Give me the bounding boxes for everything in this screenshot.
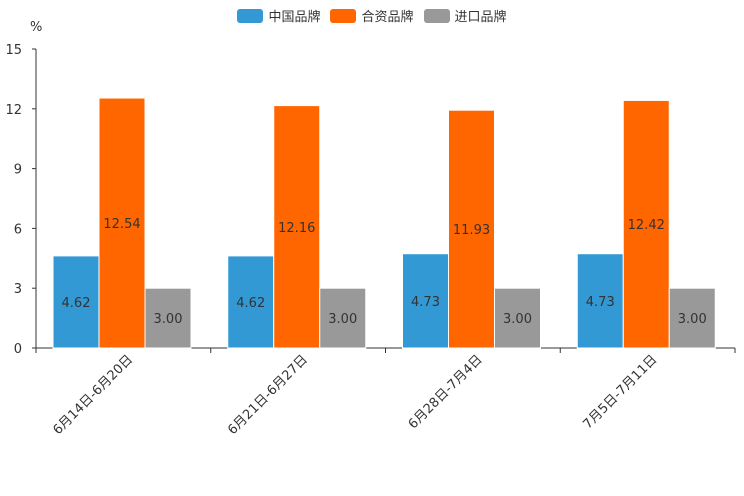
data-label: 11.93 <box>453 223 490 238</box>
y-axis-unit: % <box>30 20 43 35</box>
x-tick-label: 6月14日-6月20日 <box>50 352 136 438</box>
y-tick-label: 0 <box>14 342 22 357</box>
bar <box>144 287 192 349</box>
x-tick-label: 7月5日-7月11日 <box>581 352 661 432</box>
legend-item-china-brand[interactable]: 中国品牌 <box>237 6 320 25</box>
bar <box>227 255 275 349</box>
legend-label-china-brand: 中国品牌 <box>268 10 321 25</box>
legend-item-joint-venture-brand[interactable]: 合资品牌 <box>330 6 414 25</box>
y-tick-label: 9 <box>14 163 22 178</box>
data-label: 3.00 <box>154 312 183 327</box>
legend-swatch-joint-venture-brand <box>330 8 357 23</box>
bar <box>622 99 670 349</box>
x-tick-label: 6月28日-7月4日 <box>406 352 486 432</box>
data-label: 3.00 <box>503 312 532 327</box>
bar <box>576 253 624 349</box>
bar <box>52 255 100 349</box>
data-label: 3.00 <box>328 312 357 327</box>
data-label: 4.73 <box>586 295 615 310</box>
bar <box>98 97 146 349</box>
data-label: 4.73 <box>411 295 440 310</box>
y-tick-label: 12 <box>5 103 22 118</box>
x-tick-label: 6月21日-6月27日 <box>225 352 311 438</box>
legend-swatch-import-brand <box>423 8 450 23</box>
bar <box>319 287 367 349</box>
data-label: 12.54 <box>103 217 140 232</box>
y-tick-label: 6 <box>14 222 22 237</box>
bar <box>273 105 321 349</box>
legend-swatch-china-brand <box>237 8 264 23</box>
data-label: 12.42 <box>628 218 665 233</box>
data-label: 12.16 <box>278 221 315 236</box>
bar <box>402 253 449 349</box>
legend-label-import-brand: 进口品牌 <box>454 10 507 25</box>
y-tick-label: 15 <box>5 43 22 58</box>
bar <box>668 287 716 349</box>
bar <box>448 109 495 349</box>
y-tick-label: 3 <box>14 282 22 297</box>
data-label: 4.62 <box>62 296 91 311</box>
data-label: 3.00 <box>678 312 707 327</box>
bar <box>494 287 541 349</box>
legend: 中国品牌 合资品牌 进口品牌 <box>0 6 744 25</box>
legend-label-joint-venture-brand: 合资品牌 <box>361 10 414 25</box>
data-label: 4.62 <box>236 296 265 311</box>
legend-item-import-brand[interactable]: 进口品牌 <box>423 6 507 25</box>
